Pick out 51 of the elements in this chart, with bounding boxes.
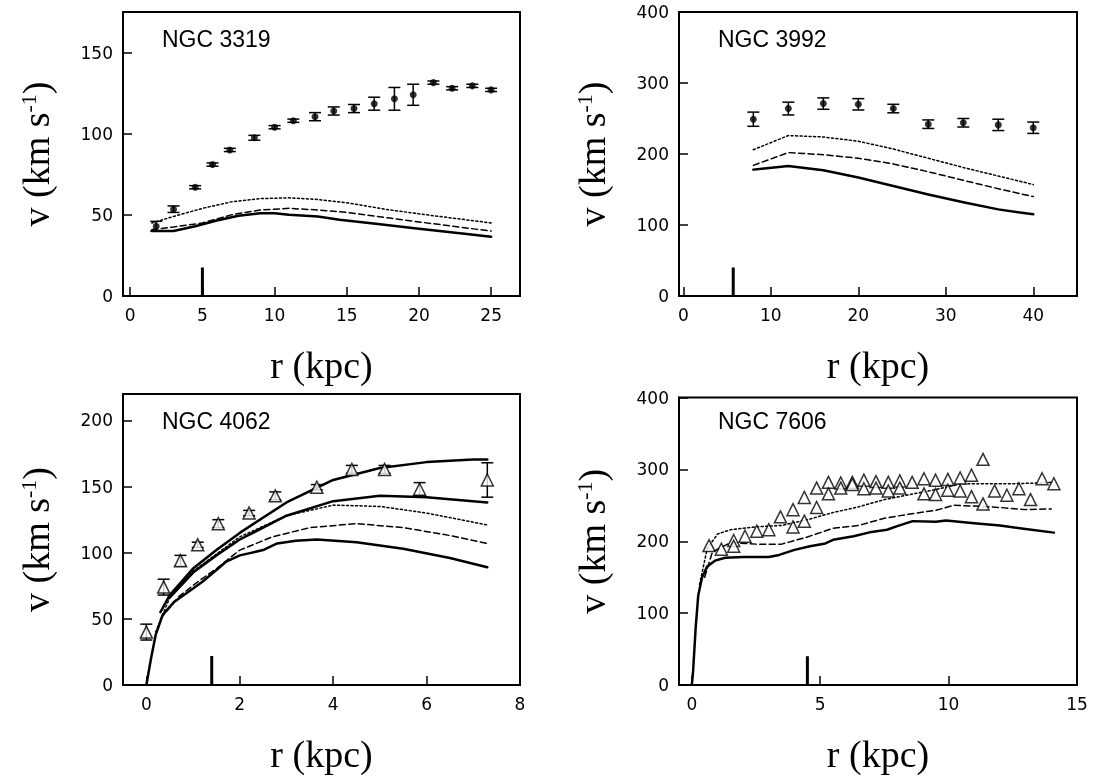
- x-tick-label: 10: [263, 304, 286, 325]
- x-tick-label: 10: [937, 693, 960, 714]
- x-tick-label: 6: [421, 693, 432, 714]
- y-tick-label: 100: [636, 603, 669, 624]
- y-tick-label: 200: [80, 410, 113, 431]
- y-tick-label: 100: [80, 542, 113, 563]
- y-tick-label: 150: [80, 42, 113, 63]
- x-axis-title: r (kpc): [270, 344, 373, 387]
- y-tick-label: 400: [636, 387, 669, 408]
- x-axis-title: r (kpc): [826, 733, 930, 776]
- y-tick-label: 400: [636, 2, 669, 22]
- y-tick-label: 100: [636, 215, 669, 235]
- x-tick-label: 20: [408, 304, 430, 325]
- x-tick-label: 20: [847, 304, 870, 325]
- y-tick-label: 150: [80, 476, 113, 497]
- x-tick-label: 2: [234, 693, 246, 714]
- text: NGC 3992: [718, 25, 827, 52]
- text: NGC 4062: [162, 407, 271, 434]
- x-axis-title: r (kpc): [826, 344, 930, 387]
- x-tick-label: 15: [335, 304, 358, 325]
- x-tick-label: 5: [196, 304, 208, 325]
- x-tick-label: 30: [934, 304, 957, 325]
- y-axis-title: v (km s-1): [571, 468, 614, 614]
- chart-title: NGC 7606: [718, 407, 827, 434]
- y-tick-label: 50: [91, 204, 113, 225]
- x-tick-label: 8: [514, 693, 526, 714]
- y-tick-label: 0: [102, 286, 113, 306]
- y-tick-label: 0: [102, 675, 113, 695]
- y-axis-title: v (km s-1): [15, 467, 58, 612]
- y-tick-label: 0: [658, 675, 669, 695]
- x-tick-label: 4: [327, 693, 339, 714]
- y-tick-label: 300: [636, 459, 669, 480]
- x-tick-label: 5: [814, 693, 826, 714]
- y-axis-title: v (km s-1): [571, 81, 614, 227]
- text: NGC 3319: [162, 25, 271, 52]
- x-tick-label: 10: [760, 304, 782, 325]
- x-tick-label: 0: [686, 693, 698, 714]
- y-tick-label: 200: [636, 144, 669, 164]
- x-tick-label: 40: [1022, 304, 1045, 325]
- y-tick-label: 300: [636, 73, 669, 93]
- x-tick-label: 15: [1066, 693, 1088, 714]
- y-tick-label: 0: [658, 286, 669, 306]
- x-tick-label: 0: [124, 304, 136, 325]
- x-axis-title: r (kpc): [270, 733, 373, 776]
- y-tick-label: 50: [91, 608, 113, 629]
- y-tick-label: 100: [80, 123, 113, 144]
- y-axis-title: v (km s-1): [15, 81, 58, 227]
- x-tick-label: 0: [140, 693, 152, 714]
- x-tick-label: 0: [677, 304, 689, 325]
- y-tick-label: 200: [636, 531, 669, 552]
- x-tick-label: 25: [480, 304, 502, 325]
